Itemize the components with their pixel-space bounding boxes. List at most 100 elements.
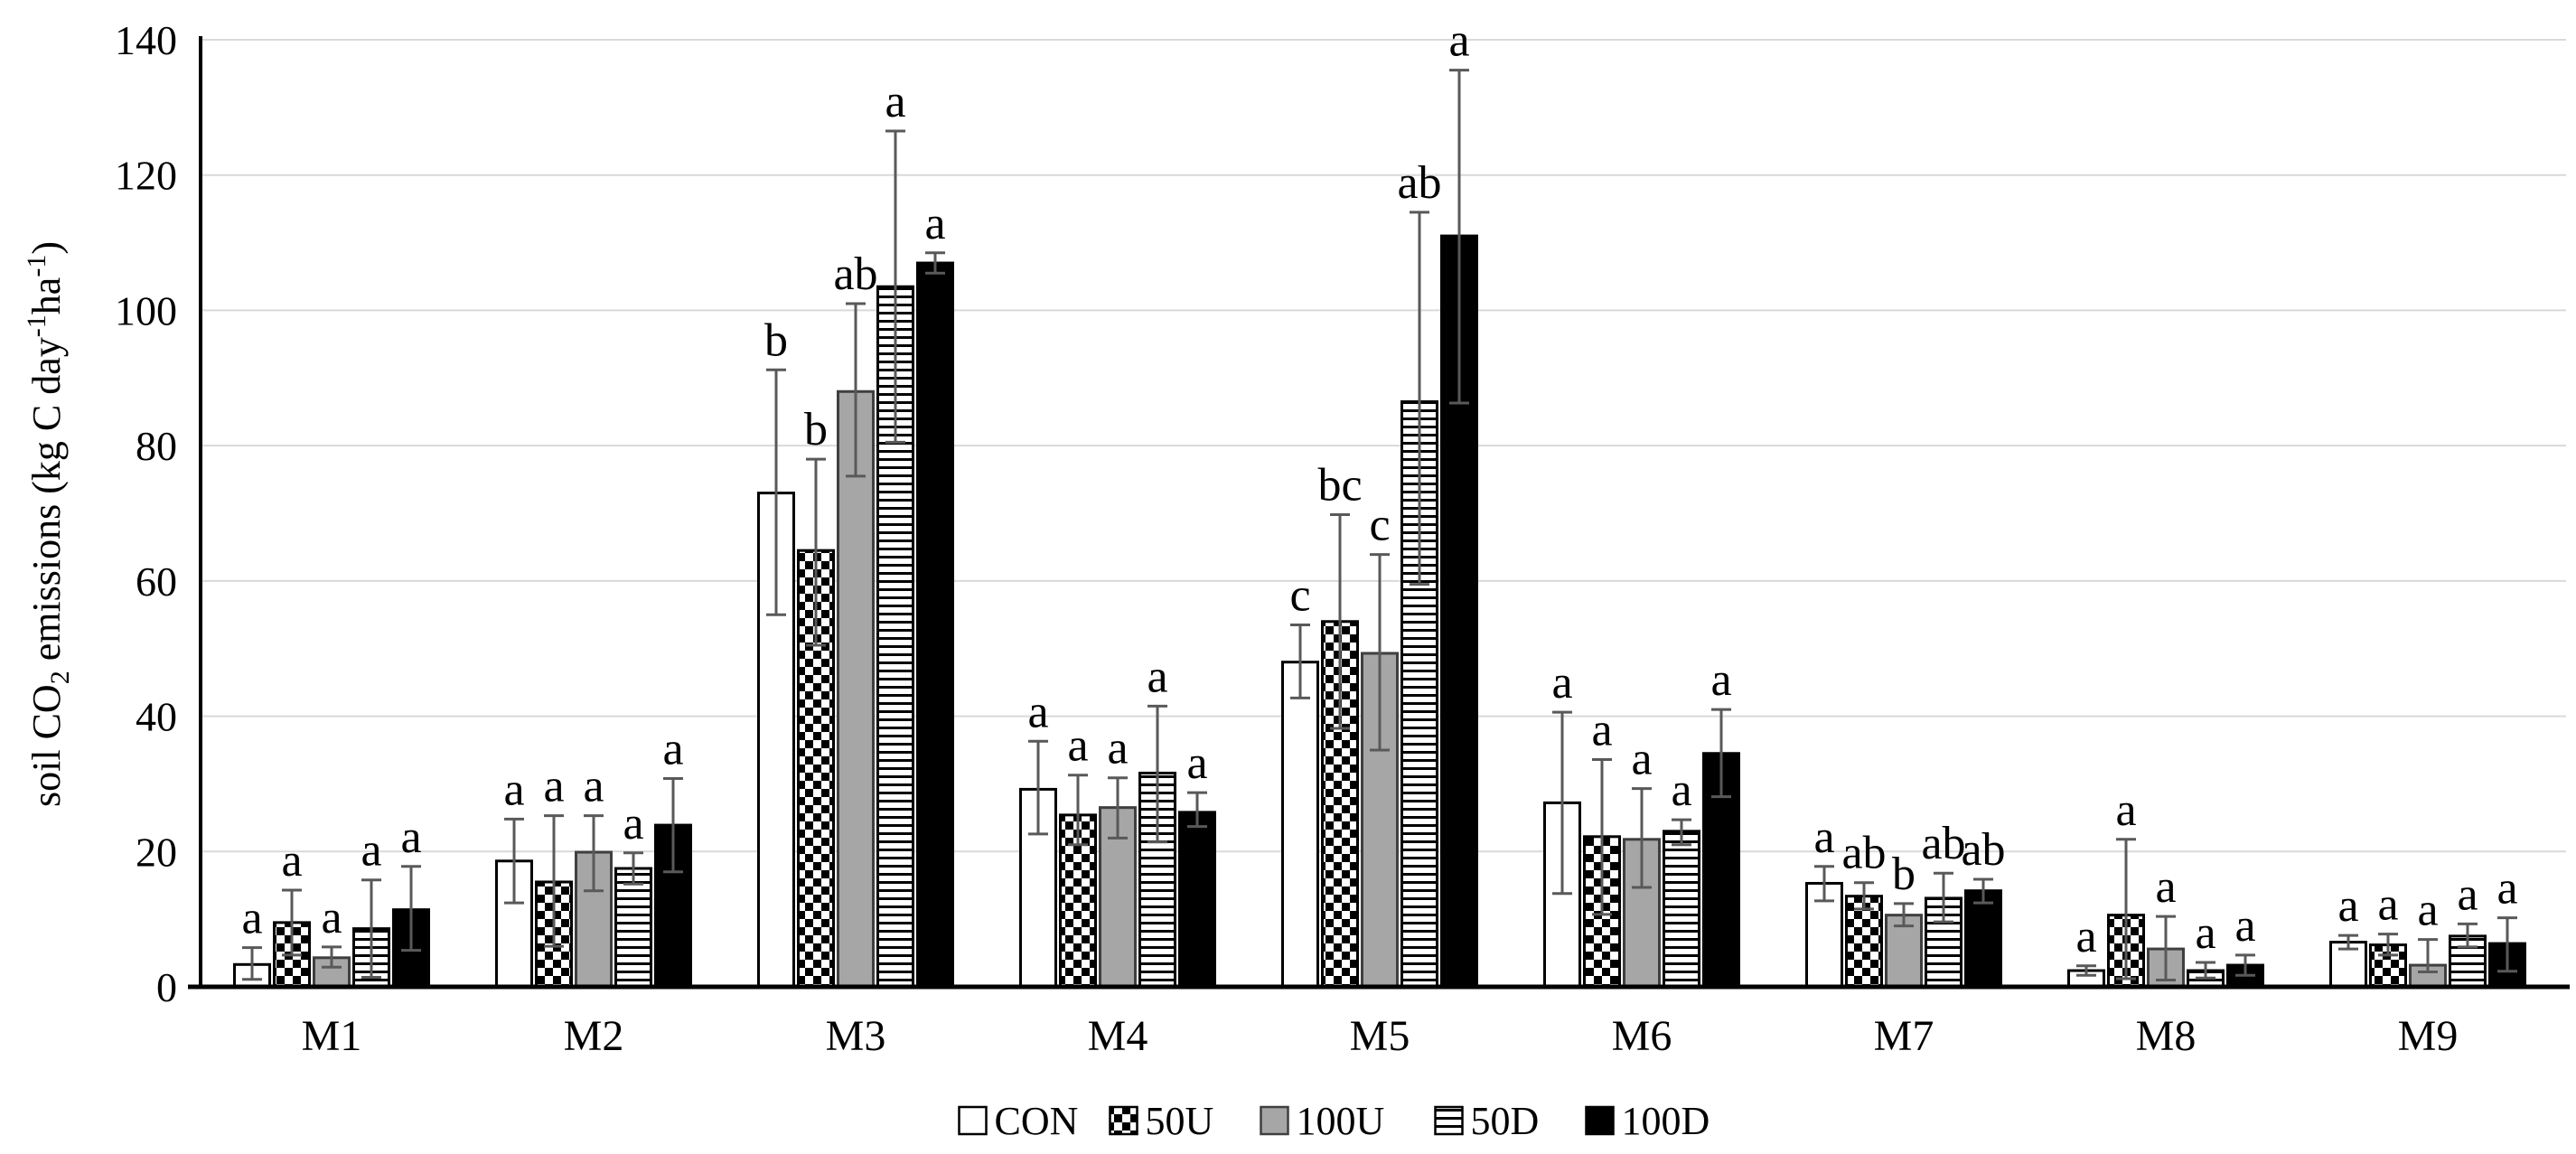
legend-swatch-50D bbox=[1434, 1105, 1464, 1136]
error-bar-100D-M8 bbox=[2235, 953, 2255, 977]
error-bar-50D-M4 bbox=[1147, 704, 1167, 844]
bar-100D-M3 bbox=[916, 261, 954, 989]
legend-swatch-100U bbox=[1260, 1105, 1289, 1136]
error-bar-50D-M2 bbox=[623, 851, 643, 886]
bar-50D-M6 bbox=[1663, 830, 1700, 989]
error-bar-50D-M3 bbox=[885, 129, 905, 444]
sig-letter-CON-M8: a bbox=[2075, 911, 2096, 962]
error-bar-100D-M9 bbox=[2497, 916, 2517, 973]
sig-letter-CON-M3: b bbox=[764, 314, 788, 366]
error-bar-50U-M4 bbox=[1068, 774, 1088, 847]
error-bar-50U-M8 bbox=[2116, 838, 2136, 980]
sig-letter-CON-M4: a bbox=[1027, 686, 1048, 737]
sig-letter-50U-M5: bc bbox=[1317, 459, 1362, 511]
x-category-label-M8: M8 bbox=[2136, 1012, 2197, 1060]
error-bar-CON-M9 bbox=[2338, 934, 2358, 951]
y-tick-label-0: 0 bbox=[156, 964, 177, 1010]
error-bar-CON-M4 bbox=[1028, 739, 1048, 836]
y-tick-label-80: 80 bbox=[136, 423, 177, 469]
error-bar-CON-M1 bbox=[242, 946, 262, 981]
x-category-label-M1: M1 bbox=[302, 1012, 362, 1060]
legend-swatch-CON bbox=[958, 1105, 988, 1136]
error-bar-CON-M2 bbox=[504, 817, 524, 905]
error-bar-50U-M6 bbox=[1592, 757, 1612, 916]
error-bar-50U-M9 bbox=[2378, 933, 2398, 957]
error-bar-100U-M4 bbox=[1108, 776, 1128, 840]
error-bar-CON-M5 bbox=[1290, 624, 1310, 699]
legend-item-50D: 50D bbox=[1434, 1099, 1540, 1143]
error-bar-50D-M1 bbox=[361, 878, 381, 980]
sig-letter-50D-M5: ab bbox=[1397, 157, 1441, 209]
error-bar-50U-M2 bbox=[544, 814, 564, 948]
sig-letter-50U-M3: b bbox=[804, 404, 828, 455]
bar-100U-M3 bbox=[837, 389, 875, 989]
sig-letter-50U-M8: a bbox=[2115, 784, 2136, 836]
sig-letter-CON-M5: c bbox=[1289, 570, 1310, 622]
error-bar-100D-M5 bbox=[1449, 69, 1469, 405]
sig-letter-100D-M4: a bbox=[1186, 737, 1207, 789]
error-bar-100U-M1 bbox=[322, 945, 342, 969]
sig-letter-100U-M7: b bbox=[1892, 849, 1916, 900]
sig-letter-100U-M5: c bbox=[1369, 500, 1390, 551]
sig-letter-50U-M6: a bbox=[1591, 704, 1612, 755]
sig-letter-50D-M6: a bbox=[1671, 765, 1691, 816]
error-bar-50D-M5 bbox=[1410, 211, 1429, 586]
sig-letter-100D-M2: a bbox=[662, 723, 683, 774]
sig-letter-100D-M3: a bbox=[924, 198, 945, 249]
sig-letter-50D-M9: a bbox=[2457, 868, 2478, 920]
error-bar-CON-M8 bbox=[2076, 964, 2096, 977]
sig-letter-50U-M9: a bbox=[2377, 879, 2398, 931]
sig-letter-100U-M1: a bbox=[321, 892, 342, 943]
legend-item-50U: 50U bbox=[1109, 1099, 1213, 1143]
y-axis-title: soil CO2 emissions (kg C day-1ha-1) bbox=[22, 241, 75, 807]
sig-letter-50D-M1: a bbox=[361, 825, 381, 877]
error-bar-100D-M7 bbox=[1973, 877, 1993, 905]
sig-letter-100U-M2: a bbox=[583, 761, 604, 812]
error-bar-100U-M6 bbox=[1632, 787, 1652, 889]
sig-letter-50U-M7: ab bbox=[1841, 828, 1886, 879]
axes-layer bbox=[188, 36, 2570, 990]
sig-letter-50U-M1: a bbox=[281, 835, 302, 887]
sig-letter-50D-M7: ab bbox=[1921, 818, 1965, 869]
sig-letter-100U-M9: a bbox=[2417, 885, 2438, 936]
x-category-label-M6: M6 bbox=[1612, 1012, 1672, 1060]
y-tick-label-140: 140 bbox=[115, 17, 177, 63]
sig-letter-100D-M5: a bbox=[1448, 15, 1469, 67]
sig-letter-100U-M4: a bbox=[1107, 723, 1128, 774]
y-tick-label-20: 20 bbox=[136, 829, 177, 875]
bar-100D-M7 bbox=[1964, 889, 2002, 989]
error-bar-100U-M3 bbox=[846, 302, 866, 478]
error-bar-CON-M6 bbox=[1552, 710, 1572, 896]
x-category-label-M5: M5 bbox=[1350, 1012, 1410, 1060]
error-bar-50U-M3 bbox=[806, 457, 826, 647]
error-bar-50U-M7 bbox=[1854, 881, 1874, 911]
sig-letter-CON-M1: a bbox=[241, 893, 262, 944]
sig-letter-CON-M2: a bbox=[503, 764, 524, 815]
sig-letter-100D-M6: a bbox=[1710, 654, 1731, 706]
legend-label-CON: CON bbox=[995, 1099, 1079, 1143]
legend-label-100D: 100D bbox=[1622, 1099, 1710, 1143]
error-bar-100U-M5 bbox=[1370, 553, 1390, 752]
bar-CON-M5 bbox=[1281, 661, 1319, 989]
sig-letter-50D-M3: a bbox=[885, 76, 905, 127]
error-bars-layer bbox=[242, 69, 2517, 982]
error-bar-100D-M1 bbox=[401, 865, 421, 952]
error-bar-CON-M7 bbox=[1814, 865, 1834, 903]
error-bar-100U-M2 bbox=[584, 814, 604, 893]
legend-label-50D: 50D bbox=[1471, 1099, 1540, 1143]
sig-letter-50D-M2: a bbox=[623, 798, 643, 849]
bar-100D-M4 bbox=[1178, 811, 1216, 989]
y-tick-label-100: 100 bbox=[115, 287, 177, 333]
sig-letter-50U-M2: a bbox=[543, 761, 564, 812]
x-category-label-M9: M9 bbox=[2398, 1012, 2459, 1060]
sig-letter-100U-M6: a bbox=[1631, 734, 1652, 785]
error-bar-100D-M3 bbox=[925, 251, 945, 275]
legend-item-CON: CON bbox=[958, 1099, 1079, 1143]
sig-letter-50U-M4: a bbox=[1067, 720, 1088, 772]
bars-layer bbox=[233, 234, 2526, 989]
bar-100U-M2 bbox=[575, 850, 613, 989]
error-bar-100D-M6 bbox=[1711, 708, 1731, 799]
y-tick-label-60: 60 bbox=[136, 558, 177, 605]
error-bar-100U-M7 bbox=[1894, 902, 1914, 928]
